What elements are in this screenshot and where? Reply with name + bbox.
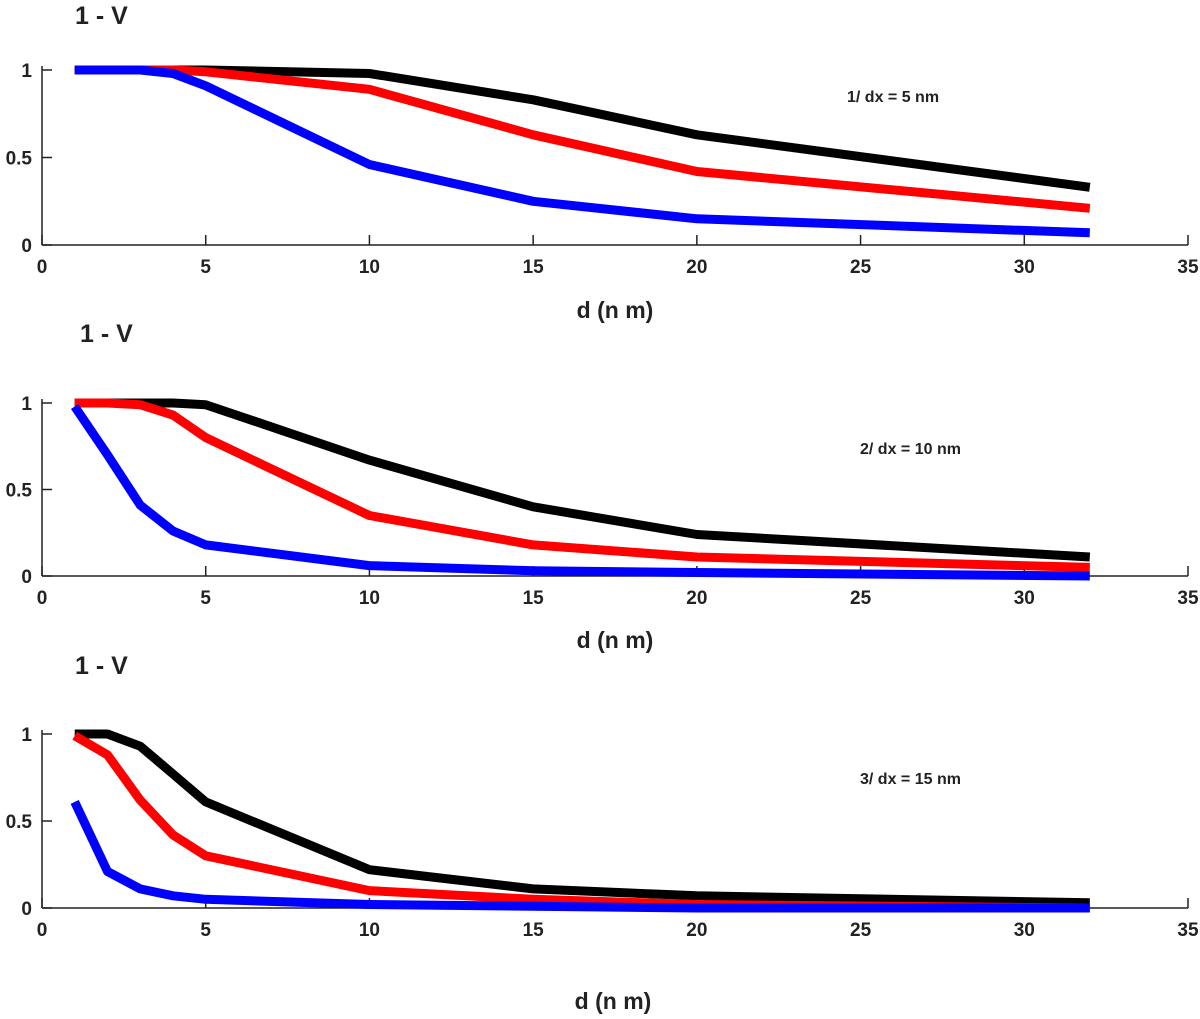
panel-3-y-tick-label: 1 [21,725,32,746]
panel-3-y-tick-label: 0 [21,899,32,920]
panel-3-series-line-3 [70,799,1090,913]
panel-2-y-tick-label: 0.5 [6,481,33,502]
panel-1-y-tick-label: 0.5 [6,149,33,170]
panel-1-x-tick-label: 30 [1014,257,1035,278]
panel-3-x-tick-label: 15 [523,920,545,941]
panel-3-annotation: 3/ dx = 15 nm [860,771,961,788]
panel-3-xlabel: d (n m) [575,988,652,1014]
panel-2-annotation: 2/ dx = 10 nm [860,441,961,458]
panel-3-ylabel: 1 - V [75,652,128,680]
panel-2-series-line-2 [74,398,1090,572]
panel-1-x-tick-label: 15 [523,257,545,278]
panel-3-series-line-1 [74,729,1090,908]
panel-1-x-tick-label: 35 [1177,257,1199,278]
panel-2: 1 - V 2/ dx = 10 nm d (n m) 0 5 10 15 20 25 30… [6,320,1199,653]
panel-2-xlabel: d (n m) [577,627,654,653]
panel-1-annotation: 1/ dx = 5 nm [847,89,939,106]
panel-3: 1 - V 3/ dx = 15 nm d (n m) 0 5 10 15 20 25 30… [6,652,1199,1014]
panel-1-x-tick-label: 10 [359,257,380,278]
panel-1-y-tick-label: 0 [21,236,32,257]
panel-2-x-tick-label: 35 [1177,588,1199,609]
panel-2-x-tick-label: 20 [686,588,707,609]
panel-1-x-tick-label: 5 [200,257,211,278]
panel-2-ylabel: 1 - V [80,320,133,348]
panel-2-series-line-1 [74,398,1091,562]
panel-3-series-line-2 [72,731,1090,913]
panel-3-x-tick-label: 25 [850,920,872,941]
panel-1-ylabel: 1 - V [75,2,128,30]
panel-3-x-tick-label: 30 [1014,920,1035,941]
panel-1-xlabel: d (n m) [577,297,654,323]
panel-2-x-tick-label: 0 [37,588,48,609]
panel-3-x-tick-label: 20 [686,920,707,941]
panel-2-y-tick-label: 1 [21,394,32,415]
panel-3-y-tick-label: 0.5 [6,812,33,833]
panel-1-x-tick-label: 20 [686,257,707,278]
panel-2-x-tick-label: 5 [200,588,211,609]
panel-2-x-tick-label: 30 [1014,588,1035,609]
panel-3-x-tick-label: 35 [1177,920,1199,941]
panel-2-series-line-3 [70,403,1090,581]
panel-2-x-tick-label: 15 [523,588,545,609]
panel-1: 1 - V 1/ dx = 5 nm d (n m) 0 5 10 15 20 25 30 3… [6,2,1199,323]
panel-1-series-line-1 [74,65,1091,192]
panel-1-x-tick-label: 25 [850,257,872,278]
panel-2-x-tick-label: 25 [850,588,872,609]
panel-1-y-tick-label: 1 [21,61,32,82]
panel-3-x-tick-label: 5 [200,920,211,941]
panel-2-x-tick-label: 10 [359,588,380,609]
panel-1-x-tick-label: 0 [37,257,48,278]
panel-3-x-tick-label: 10 [359,920,380,941]
panel-2-y-tick-label: 0 [21,567,32,588]
panel-3-x-tick-label: 0 [37,920,48,941]
panel-1-series-line-3 [74,65,1090,238]
